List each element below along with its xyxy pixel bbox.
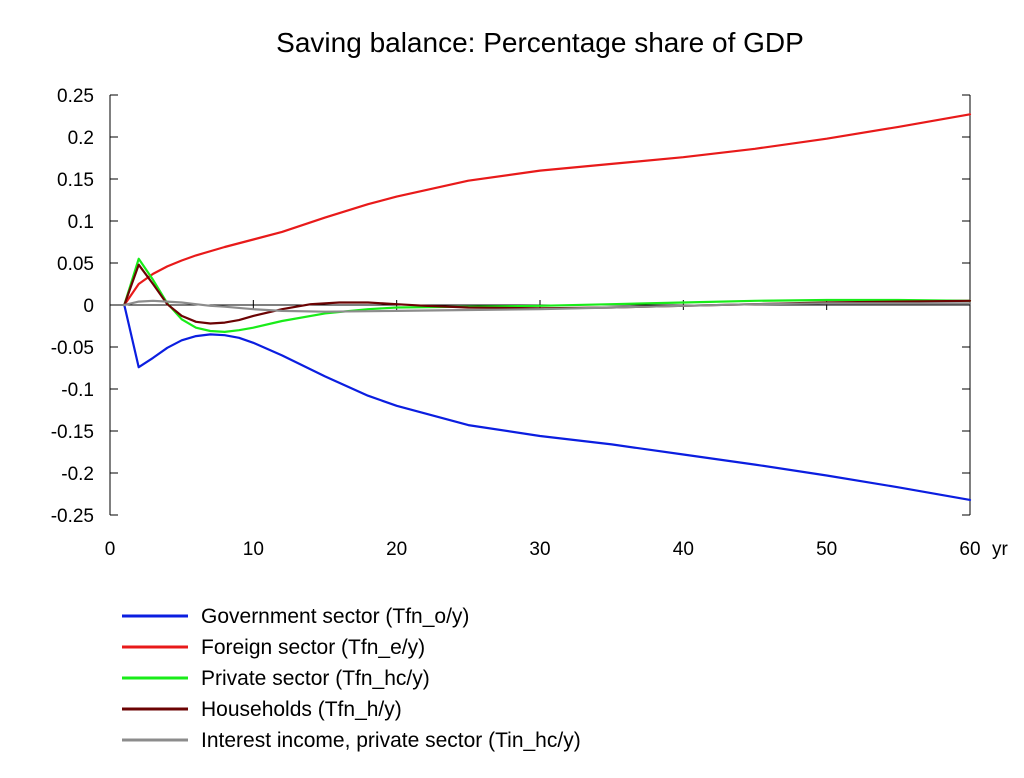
x-tick-label: 60 bbox=[959, 539, 980, 560]
legend-label-1: Government sector (Tfn_o/y) bbox=[201, 605, 469, 628]
y-tick-label: 0.05 bbox=[57, 254, 94, 275]
y-tick-label: -0.25 bbox=[51, 506, 94, 527]
series-line-2 bbox=[123, 113, 972, 307]
series-line-1 bbox=[123, 303, 972, 501]
y-tick-label: 0.2 bbox=[68, 128, 94, 149]
legend-label-5: Interest income, private sector (Tin_hc/… bbox=[201, 729, 581, 752]
chart-title: Saving balance: Percentage share of GDP bbox=[276, 27, 804, 58]
x-tick-label: 0 bbox=[105, 539, 116, 560]
y-tick-label: 0.25 bbox=[57, 86, 94, 107]
x-tick-label: 10 bbox=[243, 539, 264, 560]
y-tick-label: 0.15 bbox=[57, 170, 94, 191]
y-tick-label: 0 bbox=[83, 296, 94, 317]
y-tick-label: -0.05 bbox=[51, 338, 94, 359]
x-tick-label: 30 bbox=[529, 539, 550, 560]
y-tick-label: -0.1 bbox=[61, 380, 94, 401]
plot-axes: 0.25 0.2 0.15 0.1 0.05 0 -0.05 -0.1 -0.15 -0.2 -0.… bbox=[51, 86, 1009, 560]
legend-label-2: Foreign sector (Tfn_e/y) bbox=[201, 636, 425, 659]
x-tick-label: 50 bbox=[816, 539, 837, 560]
y-tick-label: -0.2 bbox=[61, 464, 94, 485]
series-line-5 bbox=[123, 299, 972, 313]
series-layer bbox=[123, 113, 972, 501]
legend: Government sector (Tfn_o/y) Foreign secto… bbox=[122, 605, 581, 752]
legend-label-4: Households (Tfn_h/y) bbox=[201, 698, 402, 721]
legend-label-3: Private sector (Tfn_hc/y) bbox=[201, 667, 430, 690]
y-tick-label: -0.15 bbox=[51, 422, 94, 443]
x-tick-label: 40 bbox=[673, 539, 694, 560]
x-unit-label: yr bbox=[992, 539, 1009, 560]
y-tick-label: 0.1 bbox=[68, 212, 94, 233]
x-tick-label: 20 bbox=[386, 539, 407, 560]
